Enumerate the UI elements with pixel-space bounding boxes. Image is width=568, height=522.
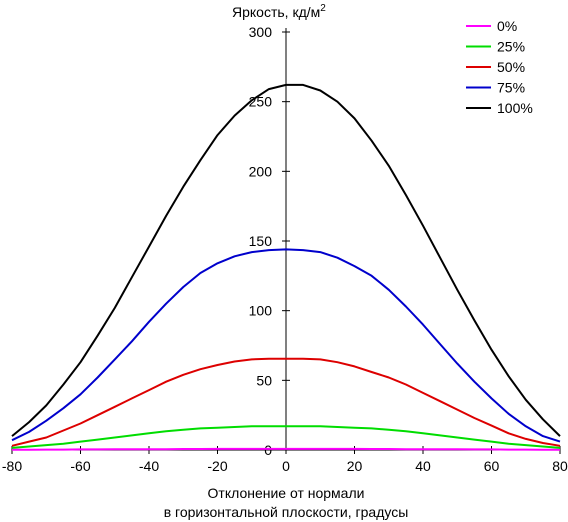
- x-tick-label: 60: [484, 458, 500, 474]
- legend-label: 25%: [497, 39, 525, 55]
- series-line: [11, 83, 561, 437]
- x-tick-label: -80: [2, 458, 22, 474]
- x-tick-label: 40: [415, 458, 431, 474]
- series-line: [11, 248, 561, 443]
- x-axis-label-line2: в горизонтальной плоскости, градусы: [164, 504, 409, 520]
- y-tick-label: 0: [264, 442, 272, 458]
- y-tick-label: 150: [249, 233, 273, 249]
- axes: -80 -60 -40 -20 0 20 40 60 80 0 50 100 150 200 250 300: [2, 24, 568, 474]
- y-axis-label: Яркость, кд/м2: [232, 3, 326, 20]
- legend-label: 100%: [497, 100, 533, 116]
- series-line: [11, 357, 561, 447]
- series-group: [11, 83, 561, 451]
- series-line: [11, 425, 561, 449]
- x-tick-label: 0: [282, 458, 290, 474]
- legend: 0% 25% 50% 75% 100%: [466, 18, 533, 116]
- x-axis-label-line1: Отклонение от нормали: [208, 485, 365, 501]
- y-tick-label: 50: [256, 372, 272, 388]
- y-tick-label: 200: [249, 163, 273, 179]
- x-tick-label: -60: [70, 458, 90, 474]
- legend-label: 0%: [497, 18, 517, 34]
- legend-label: 50%: [497, 59, 525, 75]
- y-tick-label: 100: [249, 303, 273, 319]
- series-line: [12, 447, 560, 451]
- y-axis-label-text: Яркость, кд/м: [232, 4, 320, 20]
- y-tick-label: 300: [249, 24, 273, 40]
- y-axis-label-superscript: 2: [320, 3, 326, 14]
- x-tick-label: 20: [347, 458, 363, 474]
- x-tick-label: -20: [207, 458, 227, 474]
- x-tick-label: -40: [139, 458, 159, 474]
- y-tick-label: 250: [249, 94, 273, 110]
- x-tick-label: 80: [552, 458, 568, 474]
- legend-label: 75%: [497, 80, 525, 96]
